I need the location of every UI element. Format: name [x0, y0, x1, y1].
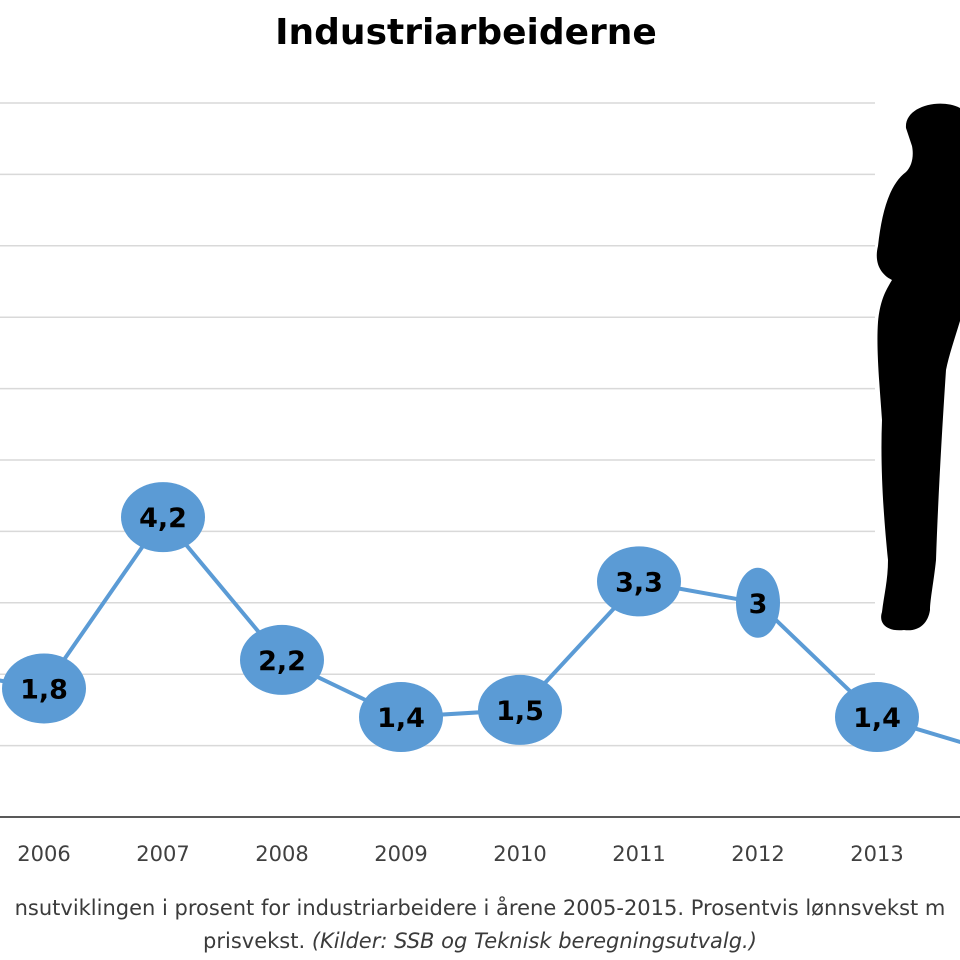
- data-point: [2, 653, 86, 724]
- x-tick-label: 2013: [850, 842, 903, 866]
- data-label: 1,8: [20, 674, 68, 705]
- caption-source-text: prisvekst.: [203, 929, 306, 953]
- data-point: [736, 567, 780, 638]
- data-label: 3: [749, 589, 768, 620]
- data-point: [597, 546, 681, 617]
- caption-source-italic: (Kilder: SSB og Teknisk beregningsutvalg…: [311, 929, 757, 953]
- data-label: 1,4: [853, 703, 901, 734]
- data-point: [359, 682, 443, 753]
- caption-line-2: prisvekst. (Kilder: SSB og Teknisk bereg…: [0, 929, 960, 953]
- data-markers: 1,8 4,2 2,2 1,4 1,5 3,3 3 1,4: [2, 482, 919, 753]
- data-point: [240, 624, 324, 695]
- data-label: 4,2: [139, 503, 187, 534]
- series-line: [0, 515, 960, 745]
- chart-title: Industriarbeiderne: [275, 12, 657, 53]
- data-point: [121, 482, 205, 553]
- data-label: 3,3: [615, 567, 663, 598]
- x-tick-label: 2010: [493, 842, 546, 866]
- gridlines: [0, 102, 875, 747]
- x-tick-label: 2011: [612, 842, 665, 866]
- data-label: 1,4: [377, 703, 425, 734]
- x-tick-label: 2006: [17, 842, 70, 866]
- data-label: 1,5: [496, 696, 544, 727]
- data-point: [835, 682, 919, 753]
- x-axis: 2006 2007 2008 2009 2010 2011 2012 2013: [0, 816, 960, 866]
- x-tick-label: 2009: [374, 842, 427, 866]
- worker-silhouette: [876, 103, 960, 631]
- caption-line-1: nsutviklingen i prosent for industriarbe…: [14, 896, 946, 920]
- x-tick-label: 2008: [255, 842, 308, 866]
- x-tick-label: 2012: [731, 842, 784, 866]
- data-point: [478, 674, 562, 745]
- x-tick-label: 2007: [136, 842, 189, 866]
- data-label: 2,2: [258, 646, 306, 677]
